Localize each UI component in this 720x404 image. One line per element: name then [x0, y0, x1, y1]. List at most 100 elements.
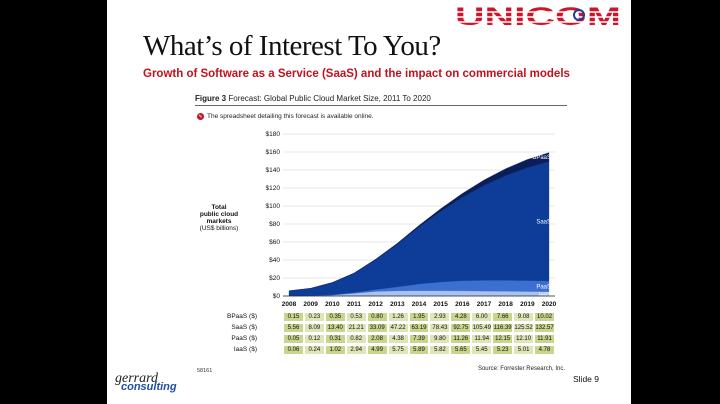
- x-tick-label: 2016: [455, 301, 470, 308]
- figure-title: Figure 3 Forecast: Global Public Cloud M…: [195, 94, 431, 103]
- figure-note-text: The spreadsheet detailing this forecast …: [207, 113, 374, 120]
- y-tick-label: $180: [266, 131, 281, 138]
- x-tick-label: 2012: [368, 301, 383, 308]
- y-axis-label-line2: public cloud: [199, 211, 239, 218]
- table-cell: 5.75: [387, 345, 409, 355]
- table-cell: 5.45: [471, 345, 493, 355]
- figure-label: Figure 3: [195, 94, 227, 103]
- table-cell: 33.09: [366, 323, 388, 333]
- table-cell: 12.15: [492, 334, 514, 344]
- y-axis-label-line1: Total: [211, 204, 227, 211]
- table-cell: 92.75: [450, 323, 472, 333]
- table-cell: 0.23: [303, 312, 325, 322]
- y-tick-label: $100: [266, 203, 281, 210]
- y-axis-label-line4: (US$ billions): [199, 225, 239, 232]
- table-cell: 11.26: [450, 334, 472, 344]
- table-cell: 4.99: [366, 345, 388, 355]
- y-axis-label: Total public cloud markets (US$ billions…: [197, 204, 241, 232]
- table-row-label: SaaS ($): [231, 324, 257, 331]
- brand-line2: consulting: [121, 381, 177, 393]
- unicom-logo: UNICOM: [453, 4, 625, 28]
- slide-number: Slide 9: [573, 374, 599, 384]
- table-cell: 0.05: [283, 334, 304, 344]
- y-tick-label: $140: [266, 167, 281, 174]
- table-cell: 5.01: [513, 345, 535, 355]
- table-cell: 0.24: [303, 345, 325, 355]
- x-tick-label: 2014: [412, 301, 427, 308]
- x-tick-label: 2013: [390, 301, 405, 308]
- table-row: IaaS ($) 0.06 0.24 1.02 2.94 4.99 5.75 5.89 5.82…: [195, 345, 567, 355]
- figure-code: 58161: [197, 368, 213, 374]
- series-label-paas: PaaS: [536, 284, 551, 290]
- y-tick-label: $0: [273, 293, 281, 300]
- table-cell: 8.09: [303, 323, 325, 333]
- table-cell: 6.00: [471, 312, 493, 322]
- y-tick-label: $160: [266, 149, 281, 156]
- y-tick-label: $60: [269, 239, 280, 246]
- figure-note: ✎ The spreadsheet detailing this forecas…: [197, 113, 374, 120]
- x-tick-label: 2008: [282, 301, 297, 308]
- table-cell: 5.65: [450, 345, 472, 355]
- table-cell: 0.35: [324, 312, 346, 322]
- x-tick-label: 2020: [542, 301, 557, 308]
- table-cell: 2.08: [366, 334, 388, 344]
- table-cell: 5.89: [408, 345, 430, 355]
- table-cell: 0.12: [303, 334, 325, 344]
- table-cell: 0.31: [324, 334, 346, 344]
- series-label-iaas: IaaS: [539, 292, 551, 298]
- y-tick-label: $40: [269, 257, 280, 264]
- table-cell: 47.22: [387, 323, 409, 333]
- table-cell: 7.66: [492, 312, 514, 322]
- x-tick-label: 2009: [303, 301, 318, 308]
- figure-source: Source: Forrester Research, Inc.: [477, 366, 565, 372]
- x-tick-label: 2015: [433, 301, 448, 308]
- table-cell: 5.56: [283, 323, 304, 333]
- x-tick-label: 2011: [347, 301, 361, 308]
- table-row: PaaS ($) 0.05 0.12 0.31 0.82 2.08 4.38 7.39 9.80…: [195, 334, 567, 344]
- table-cell: 0.06: [283, 345, 304, 355]
- table-cell: 1.26: [387, 312, 409, 322]
- table-cell: 2.93: [429, 312, 451, 322]
- table-cell: 0.15: [283, 312, 304, 322]
- table-cell: 9.80: [429, 334, 451, 344]
- table-cell: 5.82: [429, 345, 451, 355]
- cloud-market-chart: $0 $20 $40 $60 $80 $100 $120 $140 $160 $180 IaaS Pa…: [266, 131, 557, 308]
- table-row: BPaaS ($) 0.15 0.23 0.35 0.53 0.80 1.26 1.95 2.9…: [195, 312, 567, 322]
- x-tick-label: 2018: [498, 301, 513, 308]
- table-cell: 125.52: [513, 323, 535, 333]
- table-cell: 12.10: [513, 334, 535, 344]
- table-cell: 105.49: [471, 323, 493, 333]
- table-cell: 4.78: [534, 345, 555, 355]
- figure-caption: Forecast: Global Public Cloud Market Siz…: [228, 94, 431, 103]
- table-cell: 10.02: [534, 312, 555, 322]
- table-cell: 0.53: [345, 312, 367, 322]
- x-tick-label: 2019: [520, 301, 535, 308]
- table-row-label: IaaS ($): [233, 346, 257, 353]
- table-cell: 1.02: [324, 345, 346, 355]
- y-tick-label: $80: [269, 221, 280, 228]
- x-tick-label: 2010: [325, 301, 340, 308]
- table-cell: 9.08: [513, 312, 535, 322]
- table-cell: 5.23: [492, 345, 514, 355]
- y-tick-label: $120: [266, 185, 281, 192]
- table-cell: 11.94: [471, 334, 493, 344]
- page-subtitle: Growth of Software as a Service (SaaS) a…: [143, 68, 570, 80]
- y-tick-label: $20: [269, 275, 280, 282]
- table-cell: 116.39: [492, 323, 514, 333]
- table-cell: 4.28: [450, 312, 472, 322]
- brand-line1: gerrard: [115, 371, 159, 386]
- gerrard-consulting-logo: gerrard consulting: [115, 371, 177, 393]
- figure: Figure 3 Forecast: Global Public Cloud M…: [195, 90, 567, 380]
- table-cell: 2.94: [345, 345, 367, 355]
- svg-text:UNICOM: UNICOM: [455, 4, 621, 28]
- table-row-label: PaaS ($): [231, 335, 257, 342]
- table-row-label: BPaaS ($): [227, 313, 257, 320]
- table-cell: 4.38: [387, 334, 409, 344]
- table-row: SaaS ($) 5.56 8.09 13.40 21.21 33.09 47.22 63.1…: [195, 323, 567, 333]
- slide: UNICOM What’s of Interest To You? Growth…: [107, 0, 631, 404]
- page-title: What’s of Interest To You?: [143, 30, 441, 62]
- area-bpaas: [288, 152, 550, 292]
- table-cell: 21.21: [345, 323, 367, 333]
- divider: [195, 105, 567, 106]
- globe-icon: [573, 9, 585, 21]
